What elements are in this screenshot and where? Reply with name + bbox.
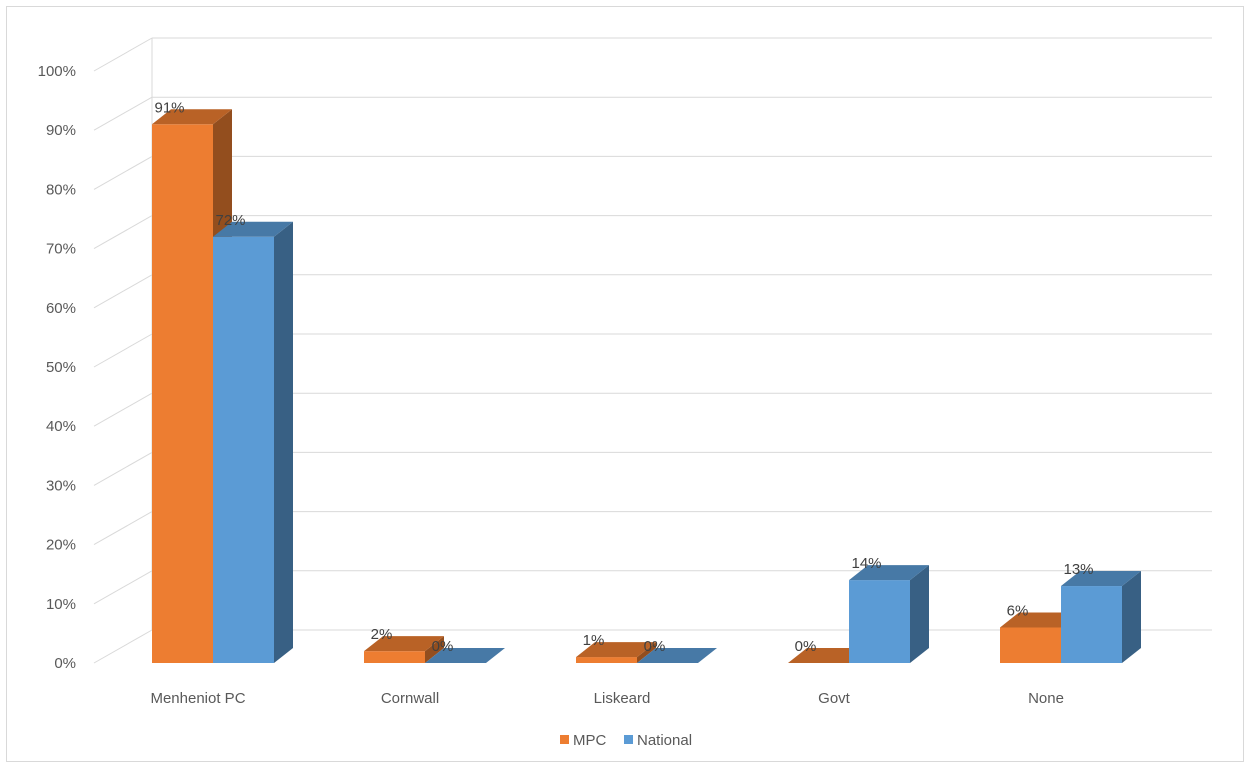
data-labels: 91% 72% 2% 0% 1% 0% 0% 14% 6% 13% [154, 99, 1093, 655]
bar-side-mpc [425, 636, 444, 663]
bar-front-mpc [1000, 627, 1061, 663]
bar-top-mpc [788, 648, 868, 663]
bars [152, 109, 1141, 663]
category-label: Govt [818, 690, 851, 707]
data-label: 14% [851, 555, 881, 572]
bar-top-national [425, 648, 505, 663]
y-tick-label: 10% [46, 596, 76, 613]
y-tick-label: 60% [46, 300, 76, 317]
bar-top-national [1061, 571, 1141, 587]
data-label: 0% [644, 638, 666, 655]
y-tick-label: 20% [46, 537, 76, 554]
y-tick-label: 100% [38, 63, 76, 80]
y-tick-label: 0% [54, 655, 76, 672]
data-label: 91% [154, 99, 184, 116]
side-wall-gridline [93, 215, 153, 250]
side-wall-gridline [93, 511, 153, 546]
bar-top-national [213, 221, 293, 237]
bar-front-national [213, 236, 274, 663]
legend-label-mpc: MPC [573, 732, 607, 749]
bar-front-national [1061, 586, 1122, 663]
bar-front-national [849, 580, 910, 663]
side-wall-gridline [93, 333, 153, 368]
data-label: 2% [371, 626, 393, 643]
side-wall-gridline [93, 155, 153, 190]
bar-front-mpc [152, 124, 213, 663]
bar-top-mpc [364, 636, 444, 652]
data-label: 6% [1007, 602, 1029, 619]
data-label: 0% [795, 638, 817, 655]
side-wall-gridline [93, 629, 153, 664]
side-wall-gridline [93, 274, 153, 309]
x-axis-categories: Menheniot PC Cornwall Liskeard Govt None [150, 690, 1063, 707]
data-label: 13% [1063, 561, 1093, 578]
category-label: Cornwall [381, 690, 439, 707]
chart-walls [93, 37, 1212, 664]
y-tick-label: 40% [46, 418, 76, 435]
side-wall-gridline [93, 392, 153, 427]
legend: MPC National [560, 732, 692, 749]
y-axis-ticks: 0% 10% 20% 30% 40% 50% 60% 70% 80% 90% 100% [38, 63, 76, 672]
side-wall-gridline [93, 96, 153, 131]
y-tick-label: 90% [46, 122, 76, 139]
bar-top-mpc [576, 642, 656, 658]
data-label: 1% [583, 632, 605, 649]
side-wall-gridline [93, 451, 153, 486]
y-tick-label: 50% [46, 359, 76, 376]
category-label: Menheniot PC [150, 690, 245, 707]
bar-top-mpc [1000, 612, 1080, 628]
y-tick-label: 70% [46, 241, 76, 258]
legend-label-national: National [637, 732, 692, 749]
y-tick-label: 80% [46, 181, 76, 198]
side-wall-gridline [93, 37, 153, 72]
data-label: 0% [432, 638, 454, 655]
bar-top-national [849, 565, 929, 581]
bar-top-mpc [152, 109, 232, 125]
bar-front-mpc [576, 657, 637, 663]
side-wall-gridline [93, 570, 153, 605]
bar-side-mpc [637, 642, 656, 663]
y-tick-label: 30% [46, 477, 76, 494]
bar-front-mpc [364, 651, 425, 663]
legend-swatch-mpc [560, 735, 569, 744]
category-label: None [1028, 690, 1064, 707]
bar-side-national [910, 565, 929, 663]
legend-swatch-national [624, 735, 633, 744]
bar-side-national [1122, 571, 1141, 663]
bar-top-national [637, 648, 717, 663]
category-label: Liskeard [594, 690, 651, 707]
bar-side-national [274, 221, 293, 663]
data-label: 72% [215, 212, 245, 229]
